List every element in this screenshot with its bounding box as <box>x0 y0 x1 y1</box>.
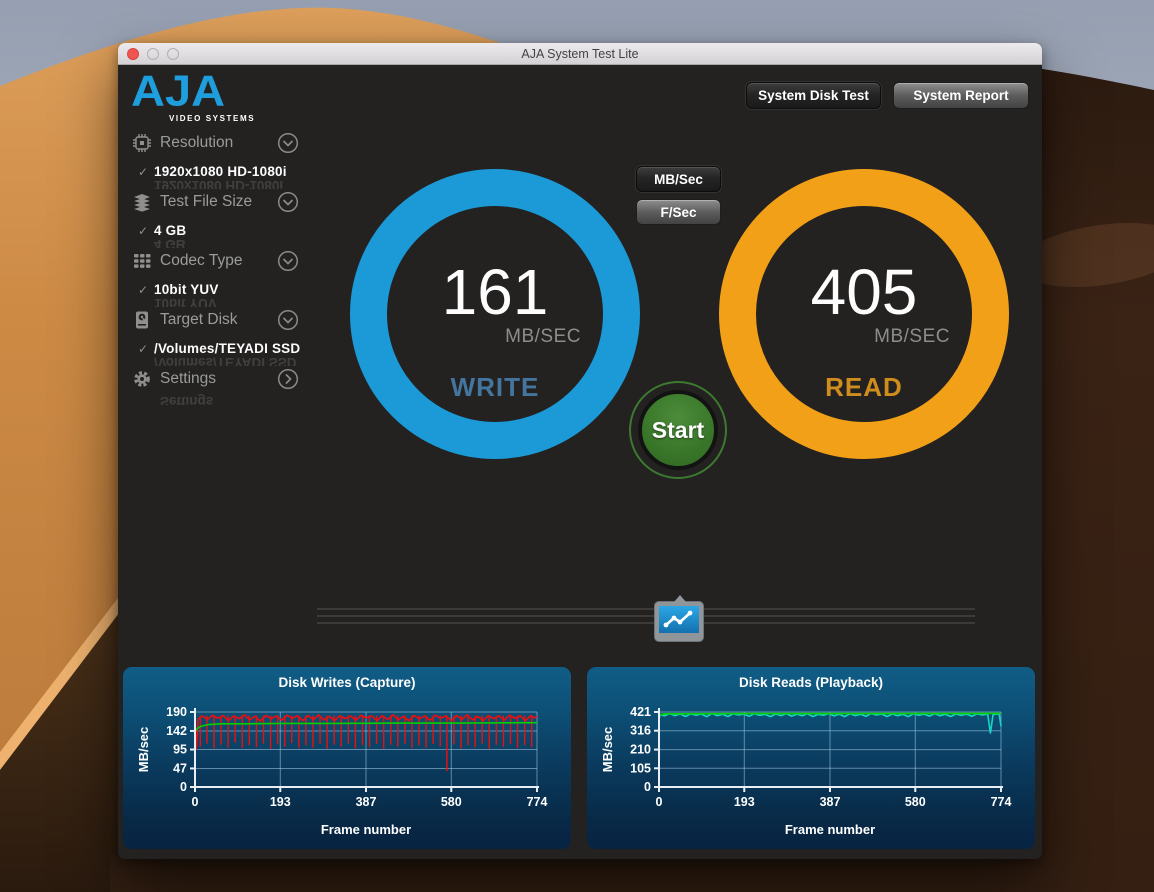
svg-text:387: 387 <box>356 795 377 809</box>
separator-line <box>317 615 975 617</box>
check-icon: ✓ <box>138 165 149 179</box>
mbsec-toggle-button[interactable]: MB/Sec <box>636 166 721 192</box>
sidebar-item-codec-type[interactable]: Codec Type <box>132 250 304 274</box>
layers-icon <box>132 192 152 212</box>
reflection: /Volumes/TEYADI SSD <box>154 355 297 366</box>
svg-text:95: 95 <box>173 743 187 757</box>
selected-file-size-value: 4 GB <box>154 223 187 238</box>
selected-test-file-size[interactable]: ✓ 4 GB <box>138 222 368 240</box>
zoom-window-button[interactable] <box>167 48 179 60</box>
svg-text:47: 47 <box>173 761 187 775</box>
x-axis-label: Frame number <box>784 822 876 837</box>
svg-text:193: 193 <box>734 795 755 809</box>
selected-codec-type[interactable]: ✓ 10bit YUV <box>138 281 368 299</box>
chart-title: Disk Writes (Capture) <box>278 675 416 690</box>
svg-text:190: 190 <box>166 705 187 719</box>
chip-icon <box>132 133 152 153</box>
write-speed-gauge: 161 MB/SEC WRITE <box>350 169 640 459</box>
svg-text:0: 0 <box>656 795 663 809</box>
separator-line <box>317 622 975 624</box>
disk-writes-chart: 190 142 95 47 00 193 387 580 774 <box>166 705 548 809</box>
line-chart-icon <box>659 606 699 633</box>
disk-reads-chart-panel: 421 316 210 105 0 0 193 387 580 774 Disk Reads (P… <box>587 667 1035 849</box>
svg-text:105: 105 <box>630 761 651 775</box>
y-axis-label: MB/sec <box>136 726 151 773</box>
selected-resolution-value: 1920x1080 HD-1080i <box>154 164 287 179</box>
grid-icon <box>132 251 152 271</box>
start-button-ring <box>629 381 727 479</box>
show-charts-button[interactable] <box>654 595 704 642</box>
write-speed-unit: MB/SEC <box>505 326 581 347</box>
selected-target-disk[interactable]: ✓ /Volumes/TEYADI SSD <box>138 340 368 358</box>
fsec-toggle-button[interactable]: F/Sec <box>636 199 721 225</box>
read-gauge-label: READ <box>825 372 903 402</box>
chevron-down-icon[interactable] <box>277 132 299 154</box>
svg-text:0: 0 <box>192 795 199 809</box>
aja-logo-text: AJA <box>131 66 226 115</box>
selected-resolution[interactable]: ✓ 1920x1080 HD-1080i <box>138 163 368 181</box>
chevron-down-icon[interactable] <box>277 309 299 331</box>
separator-line <box>317 608 975 610</box>
disk-reads-chart: 421 316 210 105 00 193 387 580 774 <box>630 705 1012 809</box>
window-content: AJA VIDEO SYSTEMS System Disk Test Syste… <box>118 66 1042 859</box>
reflection: 1920x1080 HD-1080i <box>154 178 284 189</box>
reflection: 4 GB <box>154 237 186 248</box>
start-test-button[interactable]: Start <box>638 390 718 470</box>
svg-text:142: 142 <box>166 724 187 738</box>
sidebar-item-test-file-size[interactable]: Test File Size <box>132 191 304 215</box>
svg-text:0: 0 <box>644 780 651 794</box>
svg-text:193: 193 <box>270 795 291 809</box>
chart-title: Disk Reads (Playback) <box>738 675 884 690</box>
read-speed-value: 405 <box>810 256 918 328</box>
read-speed-gauge: 405 MB/SEC READ <box>719 169 1009 459</box>
chevron-down-icon[interactable] <box>277 250 299 272</box>
reflection: Settings <box>160 394 214 405</box>
svg-text:421: 421 <box>630 705 651 719</box>
svg-text:316: 316 <box>630 724 651 738</box>
system-report-button[interactable]: System Report <box>893 82 1029 109</box>
check-icon: ✓ <box>138 224 149 238</box>
svg-text:0: 0 <box>180 780 187 794</box>
aja-logo: AJA VIDEO SYSTEMS <box>131 66 291 128</box>
svg-text:387: 387 <box>820 795 841 809</box>
window-title: AJA System Test Lite <box>521 47 639 61</box>
aja-logo-subtext: VIDEO SYSTEMS <box>169 114 256 123</box>
svg-text:210: 210 <box>630 743 651 757</box>
sidebar-item-label: Settings <box>160 370 217 387</box>
svg-text:774: 774 <box>991 795 1012 809</box>
x-axis-label: Frame number <box>320 822 412 837</box>
selected-disk-value: /Volumes/TEYADI SSD <box>154 341 301 356</box>
sidebar-item-label: Test File Size <box>160 193 253 210</box>
minimize-window-button[interactable] <box>147 48 159 60</box>
chevron-right-icon[interactable] <box>277 368 299 390</box>
sidebar-item-settings[interactable]: Settings <box>132 368 304 392</box>
y-axis-label: MB/sec <box>600 726 615 773</box>
gear-icon <box>132 369 152 389</box>
check-icon: ✓ <box>138 342 149 356</box>
svg-text:580: 580 <box>905 795 926 809</box>
system-disk-test-button[interactable]: System Disk Test <box>746 82 881 109</box>
check-icon: ✓ <box>138 283 149 297</box>
write-gauge-label: WRITE <box>450 372 540 402</box>
disk-icon <box>132 310 152 330</box>
selected-codec-value: 10bit YUV <box>154 282 219 297</box>
window-titlebar[interactable]: AJA System Test Lite <box>118 43 1042 65</box>
write-speed-value: 161 <box>441 256 549 328</box>
sidebar-item-resolution[interactable]: Resolution <box>132 132 304 156</box>
sidebar-item-label: Resolution <box>160 134 234 151</box>
read-speed-unit: MB/SEC <box>874 326 950 347</box>
app-window: AJA System Test Lite AJA VIDEO SYSTEMS S… <box>118 43 1042 859</box>
sidebar-item-target-disk[interactable]: Target Disk <box>132 309 304 333</box>
sidebar-item-label: Codec Type <box>160 252 243 269</box>
svg-text:774: 774 <box>527 795 548 809</box>
svg-text:580: 580 <box>441 795 462 809</box>
chevron-down-icon[interactable] <box>277 191 299 213</box>
close-window-button[interactable] <box>127 48 139 60</box>
disk-writes-chart-panel: 190 142 95 47 0 0 193 387 580 774 Disk Writes (Ca… <box>123 667 571 849</box>
sidebar-item-label: Target Disk <box>160 311 238 328</box>
